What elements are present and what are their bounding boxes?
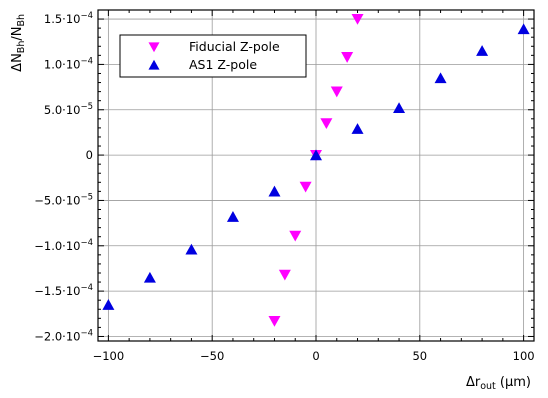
plot-frame [97,9,535,342]
as1-point [434,72,447,84]
fiducial-point [289,230,302,242]
y-tick-label: −2.0·10−4 [34,328,93,343]
x-axis-title-main: Δr [466,375,481,390]
fiducial-point [299,181,312,193]
as1-point [351,123,364,134]
y-axis-title-sub1: Bh [16,41,27,54]
fiducial-point [268,315,281,327]
y-axis-title-main: ΔN [10,53,25,72]
x-tick-labels: −100 −50 0 50 100 [93,349,535,363]
legend-marker-fiducial-z-pole [148,42,160,53]
y-axis-title: ΔNBh/NBh [10,14,27,72]
x-axis-title-sub: out [480,381,496,392]
y-tick-label: 1.0·10−4 [44,56,93,71]
legend-marker-as1-z-pole [148,59,160,70]
legend-box [119,34,307,78]
as1-point [268,185,281,197]
y-axis-title-mid: /N [10,27,25,41]
y-tick-label: 5.0·10−5 [44,102,93,117]
as1-point [476,45,489,56]
y-tick-labels: 1.5·10−4 1.0·10−4 5.0·10−5 0 −5.0·10−5 −1.0·1… [34,11,93,343]
as1-point [393,102,406,114]
as1-point [102,299,115,310]
as1-point [226,211,239,222]
fiducial-point [341,52,354,63]
y-tick-label: 0 [86,148,93,162]
as1-point [143,271,156,283]
x-axis-title: Δrout (μm) [466,375,531,392]
legend-label-as1-z-pole: AS1 Z-pole [189,57,257,72]
y-tick-label: 1.5·10−4 [44,11,93,26]
legend: Fiducial Z-pole AS1 Z-pole [119,34,307,78]
y-tick-label: −5.0·10−5 [34,192,93,207]
fiducial-point [278,269,291,281]
y-tick-label: −1.0·10−4 [34,238,93,253]
fiducial-point [320,118,333,130]
x-axis-title-unit: (μm) [496,375,531,390]
as1-point [310,149,322,161]
x-tick-label: −100 [93,349,125,363]
x-tick-label: 100 [513,349,535,363]
x-tick-label: 0 [312,349,319,363]
y-axis-title-sub2: Bh [16,14,27,27]
as1-point [185,243,198,255]
x-tick-label: 50 [412,349,427,363]
as1-point [517,23,530,35]
fiducial-point [351,13,364,25]
y-tick-label: −1.5·10−4 [34,283,93,298]
legend-label-fiducial-z-pole: Fiducial Z-pole [189,39,280,54]
data-points [102,13,530,327]
x-tick-label: −50 [200,349,224,363]
fiducial-point [330,86,343,98]
